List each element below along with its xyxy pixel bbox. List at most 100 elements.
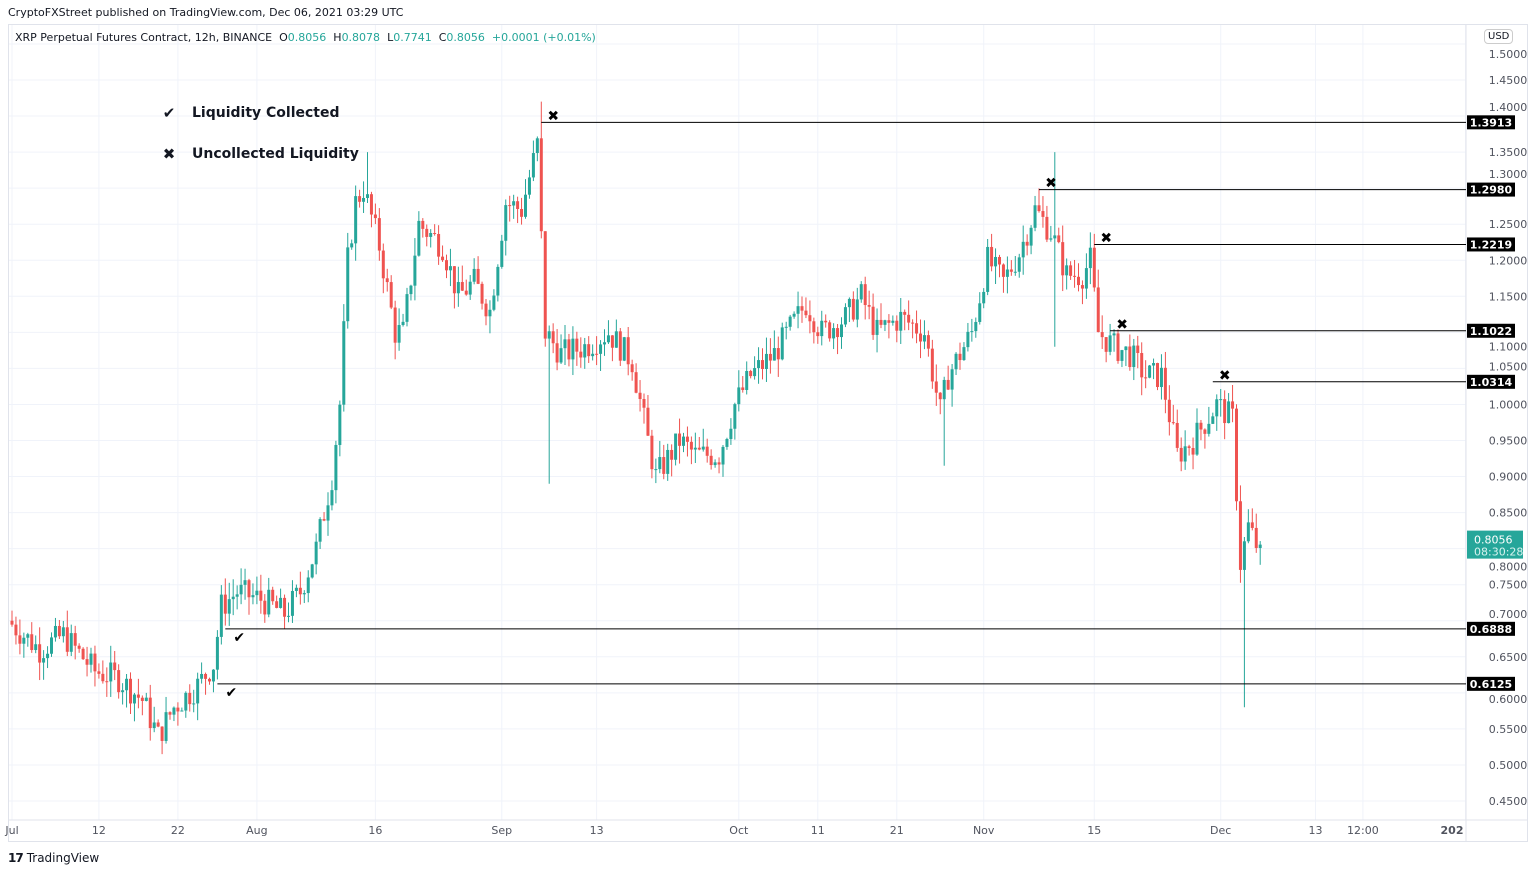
x-mark-icon: ✖ [1116,317,1128,333]
candle-body [717,462,721,465]
tradingview-logo-icon: 𝟭𝟳 [8,851,24,865]
candle-body [642,399,646,408]
candle-body [922,335,926,342]
candle-body [903,311,907,315]
candle-body [279,597,283,608]
candle-body [820,320,824,337]
candle-body [705,446,709,456]
candle-body [97,671,101,674]
candle-body [125,678,129,691]
candle-body [1021,241,1025,258]
candle-body [994,256,998,267]
candle-body [429,233,433,237]
candle-body [160,726,164,741]
candle-body [583,344,587,358]
price-label-box [1467,237,1515,252]
candle-body [18,635,22,644]
price-label-box [1467,323,1515,338]
candle-body [693,447,697,450]
candle-body [500,240,504,267]
candle-body [57,625,61,637]
candle-body [674,433,678,460]
candle-body [1219,399,1223,401]
candle-body [946,379,950,390]
candle-body [828,322,832,339]
candle-body [867,305,871,307]
legend-uncollected-liquidity: ✖ Uncollected Liquidity [162,145,359,163]
candle-body [38,644,42,663]
candle-body [1128,346,1132,368]
candle-body [223,594,227,614]
currency-button[interactable]: USD [1484,29,1514,44]
candle-body [401,321,405,326]
candle-body [1171,422,1175,424]
candle-body [539,138,543,232]
candle-body [101,673,105,682]
candle-body [567,339,571,360]
time-tick-label: 202 [1441,824,1464,837]
candle-body [800,306,804,311]
candle-body [69,633,73,652]
candle-body [1104,337,1108,352]
candle-body [563,339,567,349]
price-tick-label: 1.0500 [1489,360,1528,373]
candle-body [172,707,176,715]
candle-body [547,331,551,339]
publisher-text: CryptoFXStreet published on TradingView.… [8,6,404,19]
candle-body [1238,501,1242,570]
candle-body [358,196,362,202]
candle-body [626,337,630,365]
candle-body [508,205,512,207]
candle-body [1203,429,1207,434]
candle-body [1061,242,1065,276]
candle-body [1029,227,1033,246]
candle-body [571,338,575,360]
tradingview-logo[interactable]: 𝟭𝟳 TradingView [8,851,99,865]
candle-body [840,324,843,338]
candle-body [970,331,974,333]
candle-body [441,256,445,261]
candle-body [662,457,666,474]
candle-body [966,331,970,348]
candle-body [990,246,994,267]
candle-body [326,505,330,521]
candle-body [144,697,148,701]
candle-body [129,678,132,704]
candle-body [859,284,863,300]
candle-body [330,490,334,506]
candle-body [290,590,294,616]
price-label-box [1467,115,1515,130]
candle-body [761,360,764,369]
candle-body [362,197,366,202]
candle-body [496,266,500,296]
candle-body [136,694,140,698]
symbol-title[interactable]: XRP Perpetual Futures Contract, 12h, BIN… [15,31,273,44]
price-label: 0.6125 [1470,678,1512,691]
candle-body [618,331,622,361]
candle-body [50,637,53,654]
candle-body [227,599,231,614]
candle-body [239,584,243,595]
candle-body [1140,353,1144,378]
candle-body [535,138,539,154]
candle-body [579,351,583,358]
candle-body [1132,345,1136,368]
time-tick-label: 16 [368,824,382,837]
candle-body [603,342,606,345]
candle-body [267,589,271,615]
candle-body [1077,276,1080,286]
price-tick-label: 1.0000 [1489,398,1528,411]
candle-body [350,243,354,248]
candle-body [1136,345,1140,354]
checkmark-icon: ✔ [226,685,238,701]
candle-body [366,194,369,198]
candle-body [978,303,982,322]
x-mark-icon: ✖ [1100,230,1112,246]
candle-body [484,303,488,317]
price-tick-label: 1.4000 [1489,101,1528,114]
candle-body [456,282,460,294]
candle-body [93,653,97,672]
candle-body [1069,265,1073,276]
candle-body [930,348,934,382]
